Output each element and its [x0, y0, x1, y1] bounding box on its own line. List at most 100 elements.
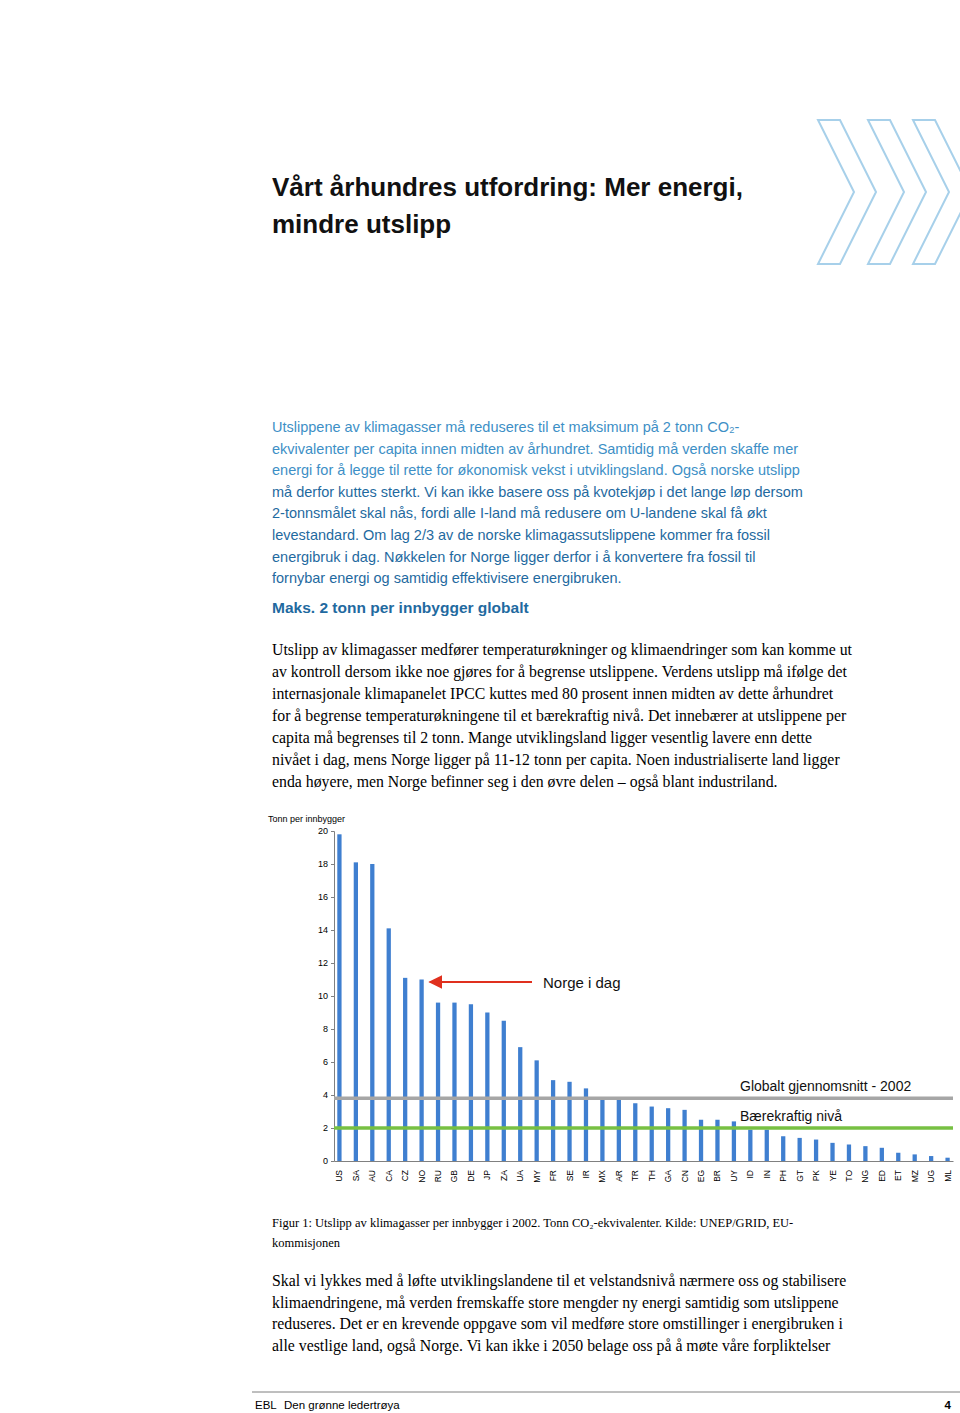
- bar: [945, 1158, 949, 1161]
- tick: GT: [795, 1170, 805, 1182]
- tick-mark: [331, 996, 334, 997]
- tick: US: [334, 1170, 344, 1182]
- tick: JP: [482, 1170, 492, 1180]
- annotation: Norge i dag: [543, 974, 621, 991]
- tick: 4: [323, 1090, 334, 1100]
- tick-label: AR: [614, 1170, 624, 1182]
- bar: [847, 1145, 851, 1162]
- body-line: nivået i dag, mens Norge ligger på 11-12…: [272, 751, 840, 769]
- section-heading: Maks. 2 tonn per innbygger globalt: [272, 599, 529, 616]
- tick: RU: [433, 1170, 443, 1182]
- tick: NO: [417, 1170, 427, 1183]
- tick: UG: [926, 1170, 936, 1183]
- page-number: 4: [945, 1399, 952, 1411]
- tick: MX: [597, 1170, 607, 1183]
- reference-label: Globalt gjennomsnitt - 2002: [740, 1078, 911, 1094]
- tick-label: GB: [449, 1170, 459, 1183]
- decoration: [818, 120, 960, 264]
- body-line: internasjonale klimapanelet IPCC kuttes …: [272, 685, 834, 703]
- tick-label: NO: [417, 1170, 427, 1183]
- tick-label: ZA: [499, 1170, 509, 1181]
- tick-label: MY: [532, 1170, 542, 1183]
- x-axis: USSAAUCACZNORUGBDEJPZAUAMYFRSEIRMXARTRTH…: [334, 1162, 953, 1183]
- annotation-arrow: [430, 981, 532, 983]
- tick-label: CN: [680, 1170, 690, 1182]
- bar: [370, 864, 374, 1161]
- page: Vårt århundres utfordring: Mer energi,mi…: [0, 0, 960, 1413]
- tick-label: ML: [943, 1170, 953, 1182]
- tick-mark: [331, 864, 334, 865]
- tick-mark: [331, 1062, 334, 1063]
- chevron: [868, 120, 926, 264]
- tick-label: JP: [482, 1170, 492, 1180]
- bar: [567, 1082, 571, 1161]
- bar: [551, 1080, 555, 1161]
- tick-mark: [331, 930, 334, 931]
- tick: UY: [729, 1170, 739, 1182]
- intro-line: fornybar energi og samtidig effektiviser…: [272, 570, 622, 586]
- intro-line: 2-tonnsmålet skal nås, fordi alle I-land…: [272, 505, 767, 521]
- reference-line: [334, 1097, 953, 1101]
- tick: 2: [323, 1123, 334, 1133]
- tick: GA: [663, 1170, 673, 1183]
- tick-label: ET: [893, 1170, 903, 1181]
- tick: BR: [712, 1170, 722, 1182]
- tick-label: 10: [318, 991, 328, 1001]
- tick-label: 12: [318, 958, 328, 968]
- tick: 20: [318, 826, 334, 836]
- bar: [617, 1100, 621, 1161]
- chevron: [818, 120, 876, 264]
- bar: [913, 1154, 917, 1161]
- chevron: [913, 120, 960, 264]
- bar: [798, 1138, 802, 1161]
- footer-text: Den grønne ledertrøya: [284, 1399, 400, 1411]
- tick-label: 14: [318, 925, 328, 935]
- tick-label: AU: [367, 1170, 377, 1182]
- tick: FR: [548, 1170, 558, 1181]
- bar: [403, 978, 407, 1161]
- intro-line: levestandard. Om lag 2/3 av de norske kl…: [272, 527, 770, 543]
- bar: [452, 1003, 456, 1161]
- tick-label: SE: [565, 1170, 575, 1182]
- bar: [781, 1136, 785, 1161]
- tick-label: ED: [877, 1170, 887, 1182]
- bar: [715, 1120, 719, 1161]
- body-line: reduseres. Det er en krevende oppgave so…: [272, 1315, 843, 1333]
- caption: kommisjonen: [272, 1236, 341, 1250]
- tick-label: TH: [647, 1170, 657, 1181]
- tick: 16: [318, 892, 334, 902]
- bar: [535, 1060, 539, 1161]
- tick-label: 8: [323, 1024, 328, 1034]
- bar: [748, 1130, 752, 1161]
- reference-line: [334, 1126, 953, 1130]
- tick-label: 6: [323, 1057, 328, 1067]
- tick-label: FR: [548, 1170, 558, 1181]
- chart: Tonn per innbygger02468101214161820USSAA…: [268, 814, 954, 1183]
- tick-mark: [331, 831, 334, 832]
- tick: PH: [778, 1170, 788, 1182]
- intro-line: energi for å legge til rette for økonomi…: [272, 462, 800, 478]
- tick-label: PH: [778, 1170, 788, 1182]
- tick-label: SA: [351, 1170, 361, 1182]
- tick-label: MX: [597, 1170, 607, 1183]
- tick: 8: [323, 1024, 334, 1034]
- bar: [633, 1103, 637, 1161]
- footer-rule: [252, 1392, 960, 1393]
- tick: ED: [877, 1170, 887, 1182]
- tick: SA: [351, 1170, 361, 1182]
- tick-mark: [331, 1095, 334, 1096]
- tick: 12: [318, 958, 334, 968]
- tick: AU: [367, 1170, 377, 1182]
- tick: 18: [318, 859, 334, 869]
- tick: GB: [449, 1170, 459, 1183]
- tick-label: EG: [696, 1170, 706, 1182]
- tick-mark: [331, 1128, 334, 1129]
- tick-mark: [331, 1161, 334, 1162]
- bar: [863, 1146, 867, 1161]
- bar: [436, 1003, 440, 1161]
- bar: [814, 1140, 818, 1161]
- bar: [354, 862, 358, 1161]
- bar: [765, 1130, 769, 1161]
- caption: Figur 1: Utslipp av klimagasser per innb…: [272, 1216, 793, 1230]
- tick-label: IR: [581, 1170, 591, 1179]
